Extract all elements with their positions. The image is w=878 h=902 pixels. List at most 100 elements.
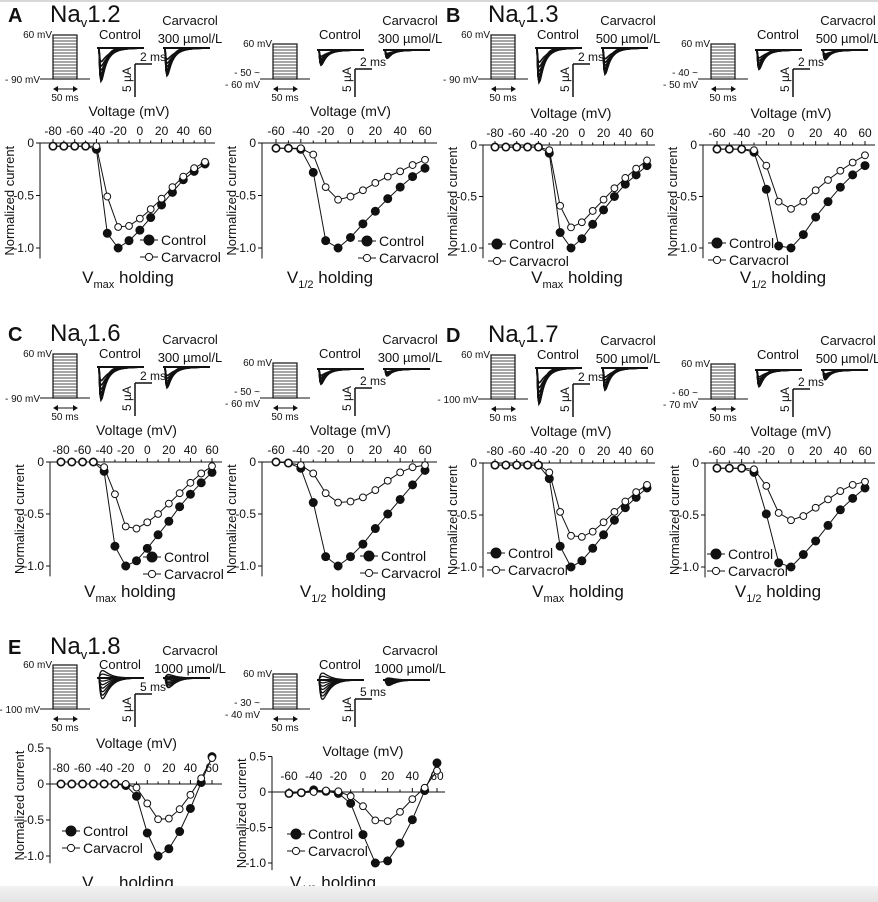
data-point [197, 469, 206, 478]
data-point [370, 206, 380, 216]
channel-subscript: v [81, 15, 88, 30]
holding-label: V1/2 holding [740, 268, 826, 291]
x-tick-label: 0 [360, 769, 367, 783]
inset-v-max: 60 mV - 100 mV 50 ms Control Carvacrol 1000 µ… [0, 643, 226, 734]
step-bottom-label: - 90 mV [5, 394, 40, 405]
data-point [383, 509, 393, 519]
data-point [272, 458, 280, 466]
x-tick-label: -40 [88, 124, 106, 138]
data-point [121, 561, 131, 571]
x-tick-label: 20 [597, 444, 611, 458]
carvacrol-traces [163, 366, 210, 390]
step-box [272, 362, 298, 399]
x-tick-label: 40 [834, 444, 848, 458]
step-top-label: 60 mV [243, 39, 272, 50]
legend-label: Control [728, 546, 773, 562]
data-point [491, 143, 499, 151]
current-scale-label: 5 µA [120, 67, 134, 92]
y-tick-label: -1.0 [23, 559, 44, 573]
data-point [272, 144, 280, 153]
duration-label: 50 ms [51, 93, 78, 104]
duration-label: 50 ms [709, 413, 736, 424]
data-point [713, 145, 721, 154]
panel-letter: C [8, 324, 22, 346]
y-tick-label: 0 [249, 455, 256, 469]
data-point [100, 463, 109, 472]
data-point [799, 512, 808, 520]
x-tick-label: 20 [369, 443, 383, 457]
step-top-label: 60 mV [23, 30, 52, 41]
data-point [142, 828, 152, 838]
y-axis-label: Normalized current [224, 464, 239, 574]
holding-subscript: 1/2 [298, 279, 313, 291]
data-point [371, 179, 380, 187]
data-point [836, 166, 845, 175]
data-point [333, 243, 343, 253]
step-bottom-label: - 70 mV [663, 400, 698, 411]
data-point [383, 194, 393, 204]
data-point [103, 192, 112, 201]
data-point [358, 219, 368, 229]
data-point [383, 817, 392, 826]
duration-label: 50 ms [271, 723, 298, 734]
carvacrol-traces [601, 47, 648, 77]
x-tick-label: 40 [184, 761, 198, 775]
data-point [132, 556, 141, 566]
x-tick-label: -20 [758, 126, 776, 140]
data-point [309, 469, 318, 478]
x-tick-label: 0 [144, 443, 151, 457]
data-point [196, 478, 206, 488]
legend-marker [291, 846, 301, 856]
data-point [836, 487, 845, 495]
data-point [786, 243, 796, 253]
data-point [334, 498, 342, 507]
legend-carvacrol: Carvacrol [360, 565, 441, 581]
carvacrol-traces [383, 49, 430, 60]
series-carvacrol [57, 754, 216, 824]
y-axis-label: Normalized current [667, 465, 682, 575]
data-point [835, 505, 845, 515]
arrow-heads [53, 86, 78, 92]
step-top-label: 60 mV [243, 669, 272, 680]
series-line [717, 148, 866, 210]
legend-marker [65, 825, 77, 837]
data-point [121, 522, 130, 531]
data-point [186, 790, 195, 799]
data-point [100, 780, 109, 788]
x-tick-label: 20 [162, 443, 176, 457]
channel-title: Nav1.6 [50, 320, 121, 349]
holding-v: V [532, 582, 544, 601]
control-label: Control [757, 347, 799, 362]
y-tick-label: 0 [692, 456, 699, 470]
control-label: Control [99, 346, 141, 361]
inset-v-half: 60 mV - 30 ~- 40 mV 50 ms Control Carvacrol 1… [225, 643, 446, 734]
data-point [308, 167, 318, 177]
x-tick-label: -60 [280, 769, 298, 783]
channel-subscript: v [519, 335, 526, 350]
holding-subscript: 1/2 [311, 593, 326, 605]
step-bottom-label: - 60 mV [225, 399, 260, 410]
legend-control: Control [62, 823, 128, 839]
y-tick-label: 0 [27, 136, 34, 150]
data-point [835, 182, 845, 192]
voltage-protocol: 60 mV - 40 ~- 50 mV 50 ms [663, 39, 748, 104]
data-point [164, 516, 174, 526]
holding-suffix: holding [762, 582, 822, 601]
step-top-label: 60 mV [681, 359, 710, 370]
series-carvacrol [49, 142, 209, 231]
holding-label: Vmax holding [531, 268, 623, 291]
x-tick-label: 60 [418, 443, 432, 457]
legend-marker [711, 237, 723, 249]
holding-v: V [82, 268, 94, 287]
data-point [186, 478, 195, 487]
carvacrol-label: Carvacrol [162, 332, 218, 347]
carvacrol-label: Carvacrol [382, 13, 438, 28]
channel-number: 1.3 [525, 1, 558, 28]
data-point [370, 524, 380, 534]
x-tick-label: -40 [305, 769, 323, 783]
iv-chart-b-vmax: -80 -60 -40 -20 0 20 40 60 0 -0.5 -1.0 Voltage (mV)… [445, 105, 655, 291]
data-point [823, 197, 833, 207]
data-point [309, 150, 318, 159]
